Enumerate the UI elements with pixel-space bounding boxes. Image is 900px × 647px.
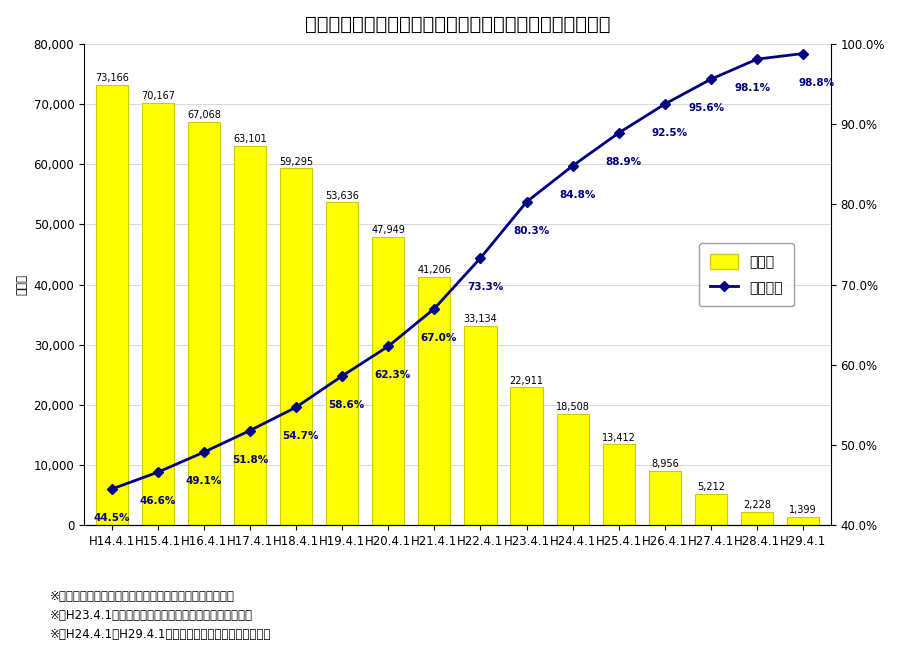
Text: 59,295: 59,295 — [279, 157, 313, 167]
Bar — [188, 122, 220, 525]
Text: 98.1%: 98.1% — [734, 83, 770, 93]
Bar — [741, 512, 773, 525]
Bar — [464, 326, 497, 525]
Bar — [649, 471, 681, 525]
Bar — [95, 85, 128, 525]
Text: 8,956: 8,956 — [651, 459, 679, 470]
Text: 80.3%: 80.3% — [513, 226, 549, 236]
Text: 70,167: 70,167 — [140, 91, 175, 101]
Text: 63,101: 63,101 — [233, 134, 266, 144]
Text: 44.5%: 44.5% — [94, 513, 130, 523]
Text: 98.8%: 98.8% — [799, 78, 835, 87]
Bar — [326, 203, 358, 525]
Text: 1,399: 1,399 — [789, 505, 817, 515]
Text: 33,134: 33,134 — [464, 314, 498, 324]
Text: 51.8%: 51.8% — [232, 455, 268, 465]
Text: 73,166: 73,166 — [94, 73, 129, 83]
Text: ※　耐震化率：全建物のうち、耐震性がある棟数の割合。
※　H23.4.1については岩手県、宮城県、福島県を除く。
※　H24.4.1〜H29.4.1については福: ※ 耐震化率：全建物のうち、耐震性がある棟数の割合。 ※ H23.4.1について… — [50, 589, 271, 641]
Bar — [418, 278, 451, 525]
Text: 58.6%: 58.6% — [328, 400, 364, 410]
Text: 54.7%: 54.7% — [283, 432, 319, 441]
Text: 62.3%: 62.3% — [374, 370, 411, 380]
Bar — [234, 146, 266, 525]
Text: 92.5%: 92.5% — [652, 128, 688, 138]
Text: 88.9%: 88.9% — [606, 157, 642, 167]
Bar — [141, 103, 174, 525]
Title: 耐震化率、耐震性がない建物の残棟数の推移（小中学校）: 耐震化率、耐震性がない建物の残棟数の推移（小中学校） — [305, 15, 610, 34]
Text: 2,228: 2,228 — [743, 500, 771, 510]
Bar — [510, 388, 543, 525]
Bar — [372, 237, 404, 525]
Text: 22,911: 22,911 — [509, 375, 544, 386]
Text: 67,068: 67,068 — [187, 110, 220, 120]
Bar — [556, 414, 589, 525]
Text: 53,636: 53,636 — [325, 191, 359, 201]
Text: 84.8%: 84.8% — [559, 190, 596, 200]
Text: 47,949: 47,949 — [372, 225, 405, 235]
Text: 95.6%: 95.6% — [688, 104, 724, 113]
Bar — [280, 168, 312, 525]
Text: 73.3%: 73.3% — [467, 282, 503, 292]
Text: 49.1%: 49.1% — [185, 476, 222, 487]
Text: 18,508: 18,508 — [555, 402, 590, 412]
Bar — [787, 517, 819, 525]
Y-axis label: （棟）: （棟） — [15, 274, 28, 295]
Text: 67.0%: 67.0% — [421, 333, 457, 343]
Text: 46.6%: 46.6% — [140, 496, 176, 507]
Bar — [695, 494, 727, 525]
Text: 13,412: 13,412 — [602, 433, 635, 443]
Text: 5,212: 5,212 — [697, 482, 724, 492]
Legend: 残棟数, 耐震化率: 残棟数, 耐震化率 — [699, 243, 794, 306]
Text: 41,206: 41,206 — [418, 265, 451, 276]
Bar — [603, 444, 634, 525]
